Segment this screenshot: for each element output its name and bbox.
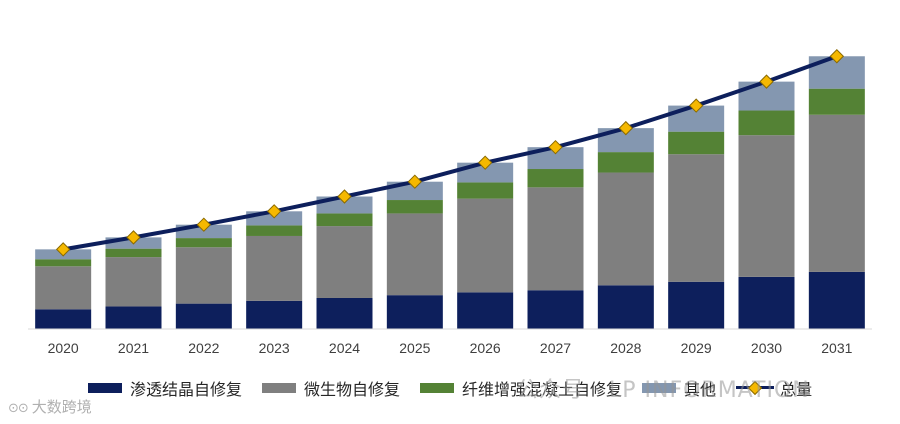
bar-segment-s2-2031 (808, 88, 865, 115)
x-tick-label-2022: 2022 (188, 340, 219, 356)
bar-segment-s2-2026 (457, 182, 514, 199)
total-marker-2021 (126, 230, 141, 245)
bar-segment-s0-2029 (668, 281, 725, 329)
bar-segment-s1-2030 (738, 135, 795, 277)
total-marker-2027 (548, 139, 563, 155)
total-marker-2028 (618, 120, 634, 136)
total-line (62, 54, 838, 252)
x-tick-label-2029: 2029 (681, 340, 712, 356)
x-tick-label-2023: 2023 (259, 340, 290, 356)
bar-segment-s1-2031 (808, 114, 865, 272)
bar-segment-s1-2022 (175, 247, 232, 304)
bar-segment-s1-2026 (457, 198, 514, 293)
bar-segment-s0-2030 (738, 276, 795, 329)
total-marker-2029 (688, 98, 704, 113)
total-marker-2023 (266, 204, 282, 219)
bar-segment-s2-2030 (738, 110, 795, 136)
bar-segment-s2-2020 (35, 259, 92, 267)
x-tick-labels: 2020 2021 2022 2023 2024 2025 2026 2027 2028 2029… (48, 340, 853, 356)
legend-swatch-series-2 (420, 383, 455, 393)
total-marker-2025 (407, 174, 423, 189)
legend-label-series-1: 微生物自修复 (304, 380, 401, 399)
legend-item-series-3: 其他 (642, 376, 716, 400)
x-tick-label-2030: 2030 (751, 340, 782, 356)
bar-segment-s1-2027 (527, 187, 584, 291)
legend-label-series-2: 纤维增强混凝土自修复 (462, 380, 623, 399)
bar-segment-s1-2021 (105, 257, 162, 307)
legend-item-series-0: 渗透结晶自修复 (88, 376, 242, 400)
legend-item-total: 总量 (736, 376, 812, 400)
bar-segment-s0-2025 (386, 295, 443, 329)
bar-segment-s0-2028 (597, 285, 654, 329)
bar-segment-s3-2028 (597, 128, 654, 153)
bar-segment-s2-2029 (668, 131, 725, 155)
bar-segment-s3-2027 (527, 147, 584, 170)
watermark-text: 公众号 · LP INFORMATION (516, 378, 810, 403)
legend-swatch-series-3 (642, 383, 677, 393)
total-line-layer (55, 49, 845, 257)
bar-segment-s0-2022 (175, 303, 232, 329)
bar-segment-s0-2024 (316, 297, 373, 329)
legend-item-series-2: 纤维增强混凝土自修复 (420, 376, 622, 400)
bar-segment-s2-2025 (386, 200, 443, 214)
x-tick-label-2020: 2020 (48, 340, 79, 356)
legend-label-total: 总量 (780, 380, 813, 399)
legend: 渗透结晶自修复 微生物自修复 纤维增强混凝土自修复 其他 总量 (88, 376, 832, 400)
x-tick-label-2024: 2024 (329, 340, 360, 356)
bar-segment-s0-2020 (35, 309, 92, 329)
bar-segment-s0-2021 (105, 306, 162, 329)
bar-segment-s1-2020 (35, 266, 92, 310)
bar-segment-s0-2026 (457, 292, 514, 329)
bar-segment-s2-2023 (246, 225, 303, 236)
total-marker-2026 (477, 155, 493, 170)
bar-segment-s2-2027 (527, 169, 584, 188)
logo-icon: ⊙⊙ (8, 401, 29, 416)
logo-label: 大数跨境 (31, 398, 92, 416)
legend-label-series-3: 其他 (684, 380, 717, 399)
bar-segment-s0-2027 (527, 290, 584, 329)
bar-segment-s1-2023 (246, 235, 303, 301)
total-marker-2031 (829, 49, 845, 64)
bar-segment-s1-2028 (597, 172, 654, 286)
bar-segment-s2-2028 (597, 152, 654, 173)
total-marker-2030 (759, 74, 774, 89)
x-tick-label-2025: 2025 (399, 340, 430, 356)
bar-segment-s2-2022 (175, 238, 232, 248)
total-marker-2024 (337, 189, 352, 204)
bar-segment-s2-2021 (105, 248, 162, 258)
bar-segment-s1-2029 (668, 154, 725, 282)
bar-segment-s0-2031 (808, 271, 865, 329)
bar-segment-s1-2024 (316, 226, 373, 298)
legend-swatch-total (736, 380, 775, 396)
legend-item-series-1: 微生物自修复 (262, 376, 400, 400)
bar-segment-s2-2024 (316, 213, 373, 227)
x-tick-label-2021: 2021 (118, 340, 149, 356)
x-tick-label-2026: 2026 (470, 340, 501, 356)
bar-segment-s0-2023 (246, 300, 303, 329)
x-tick-label-2028: 2028 (610, 340, 641, 356)
legend-label-series-0: 渗透结晶自修复 (130, 380, 243, 399)
brand-logo: ⊙⊙ 大数跨境 (8, 396, 92, 417)
x-tick-label-2031: 2031 (821, 340, 852, 356)
bars-layer (35, 56, 865, 329)
x-tick-label-2027: 2027 (540, 340, 571, 356)
total-marker-2020 (55, 242, 71, 257)
legend-swatch-series-0 (88, 383, 122, 393)
bar-segment-s1-2025 (386, 213, 443, 296)
legend-swatch-series-1 (262, 383, 297, 393)
total-marker-2022 (196, 217, 212, 232)
